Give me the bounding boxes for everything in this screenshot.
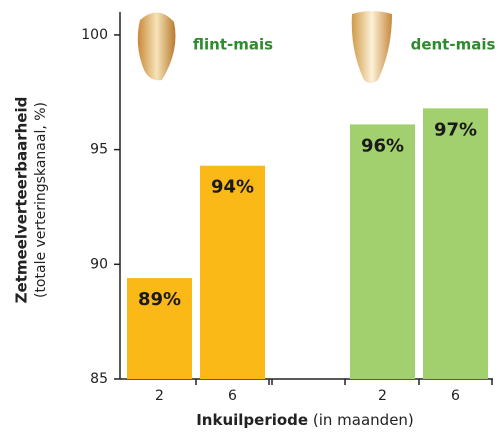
value-label: 89% xyxy=(138,289,181,310)
y-axis-title: Zetmeelverteerbaarheid xyxy=(13,97,31,304)
y-axis-subtitle: (totale verteringskanaal, %) xyxy=(33,102,49,298)
y-tick-label: 100 xyxy=(81,27,108,43)
x-axis-title-sub: (in maanden) xyxy=(313,411,414,429)
x-axis-title: Inkuilperiode (in maanden) xyxy=(196,411,414,429)
value-label: 97% xyxy=(434,119,477,140)
y-tick-label: 95 xyxy=(90,142,108,158)
x-axis-title-main: Inkuilperiode xyxy=(196,411,308,429)
x-tick-label: 2 xyxy=(155,388,164,404)
group-label: flint-mais xyxy=(193,36,273,54)
bar xyxy=(423,108,488,379)
x-tick-label: 6 xyxy=(228,388,237,404)
value-label: 96% xyxy=(361,135,404,156)
y-tick-label: 90 xyxy=(90,256,108,272)
bar xyxy=(350,124,415,379)
group-label: dent-mais xyxy=(411,36,496,54)
chart: Zetmeelverteerbaarheid (totale vertering… xyxy=(0,0,498,434)
x-tick-label: 2 xyxy=(378,388,387,404)
x-tick-label: 6 xyxy=(451,388,460,404)
flint-kernel-icon xyxy=(138,12,176,80)
dent-kernel-icon xyxy=(352,11,392,83)
value-label: 94% xyxy=(211,177,254,198)
y-tick-label: 85 xyxy=(90,371,108,387)
